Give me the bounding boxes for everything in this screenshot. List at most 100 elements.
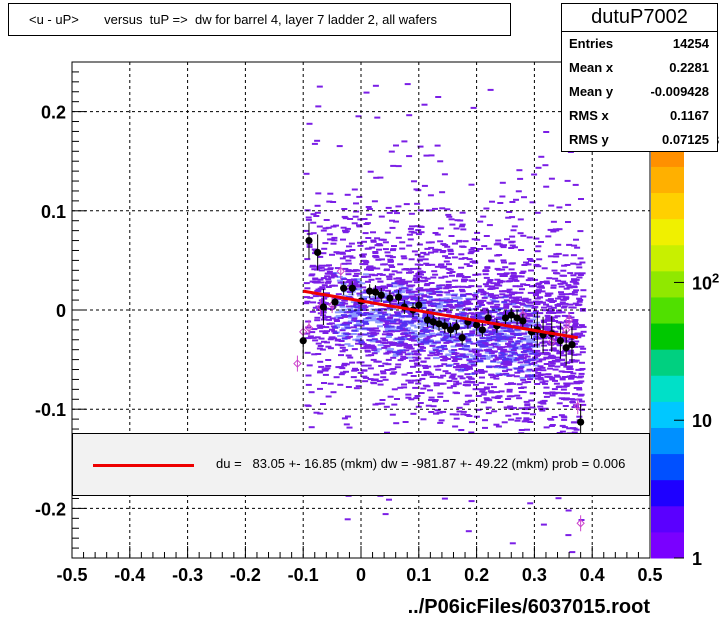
scatter-cell <box>466 265 473 267</box>
scatter-cell <box>465 297 472 300</box>
scatter-cell <box>305 337 312 340</box>
scatter-cell <box>344 227 351 230</box>
scatter-cell <box>547 417 554 420</box>
scatter-cell <box>391 210 398 212</box>
y-tick-label: 0 <box>56 301 66 321</box>
scatter-cell <box>448 317 455 320</box>
scatter-cell <box>546 277 553 280</box>
scatter-cell <box>359 255 366 258</box>
scatter-cell <box>503 334 510 337</box>
scatter-cell <box>414 202 421 205</box>
scatter-cell <box>436 299 443 302</box>
scatter-cell <box>406 268 413 271</box>
aux-point <box>304 323 314 333</box>
scatter-cell <box>469 315 476 318</box>
scatter-cell <box>323 368 330 371</box>
scatter-cell <box>511 356 517 359</box>
scatter-cell <box>486 320 493 323</box>
profile-point <box>478 326 486 334</box>
scatter-cell <box>499 293 506 296</box>
scatter-cell <box>325 226 332 229</box>
scatter-cell <box>333 376 340 379</box>
scatter-cell <box>489 296 496 298</box>
scatter-cell <box>515 334 522 336</box>
scatter-cell <box>433 384 440 387</box>
colorbar-segment <box>651 401 684 428</box>
scatter-cell <box>403 332 410 335</box>
scatter-cell <box>580 403 587 406</box>
scatter-cell <box>362 260 369 262</box>
scatter-cell <box>528 321 535 324</box>
scatter-cell <box>477 248 483 250</box>
scatter-cell <box>553 229 560 232</box>
scatter-cell <box>488 287 495 290</box>
scatter-cell <box>323 268 330 271</box>
scatter-cell <box>524 404 531 407</box>
scatter-cell <box>549 394 556 397</box>
scatter-cell <box>362 263 369 266</box>
scatter-cell <box>468 377 475 380</box>
scatter-cell <box>567 272 574 275</box>
scatter-cell <box>467 362 473 365</box>
scatter-cell <box>482 345 489 348</box>
scatter-cell <box>407 381 414 384</box>
scatter-cell <box>361 275 367 278</box>
scatter-cell <box>391 285 398 288</box>
scatter-cell <box>378 238 385 241</box>
colorbar-segment <box>651 427 684 455</box>
scatter-cell <box>559 295 566 298</box>
scatter-cell <box>385 289 392 292</box>
scatter-cell <box>390 322 397 325</box>
scatter-cell <box>576 276 583 279</box>
scatter-cell <box>416 243 423 246</box>
scatter-cell <box>307 296 314 299</box>
scatter-cell <box>378 318 385 321</box>
scatter-cell <box>324 341 330 344</box>
scatter-cell <box>416 259 423 262</box>
scatter-cell <box>576 388 583 391</box>
scatter-cell <box>488 352 495 355</box>
scatter-cell <box>390 321 396 323</box>
scatter-cell <box>570 401 576 404</box>
scatter-cell <box>413 397 420 400</box>
scatter-cell <box>315 342 322 345</box>
scatter-cell <box>311 248 318 251</box>
colorbar-segment <box>651 218 684 246</box>
fit-line <box>302 289 579 340</box>
scatter-cell <box>561 264 568 267</box>
scatter-cell <box>420 322 427 325</box>
scatter-cell <box>326 200 333 203</box>
scatter-cell <box>559 359 565 362</box>
scatter-cell <box>525 323 532 326</box>
scatter-cell <box>370 317 377 320</box>
scatter-cell <box>376 380 383 383</box>
scatter-cell <box>432 248 439 251</box>
scatter-cell <box>535 245 542 248</box>
scatter-cell <box>325 278 332 281</box>
scatter-cell <box>407 288 414 291</box>
scatter-cell <box>353 324 360 327</box>
scatter-cell <box>450 345 457 348</box>
scatter-cell <box>417 335 424 338</box>
scatter-cell <box>469 421 475 424</box>
scatter-cell <box>500 362 507 365</box>
scatter-cell <box>544 325 551 328</box>
stats-row-mean-y: Mean y -0.009428 <box>562 80 717 104</box>
scatter-cell <box>319 287 326 290</box>
scatter-cell <box>514 419 521 422</box>
scatter-cell <box>488 294 494 297</box>
scatter-cell <box>438 419 445 422</box>
scatter-cell <box>518 407 525 410</box>
scatter-cell <box>561 305 568 308</box>
scatter-cell <box>314 289 321 292</box>
scatter-cell <box>453 380 460 383</box>
scatter-cell <box>346 305 352 308</box>
scatter-cell <box>454 340 461 343</box>
scatter-cell <box>519 288 525 291</box>
scatter-cell <box>345 273 352 276</box>
scatter-cell <box>433 353 440 356</box>
scatter-cell <box>318 281 325 284</box>
scatter-cell <box>409 267 416 270</box>
scatter-cell <box>509 350 516 353</box>
scatter-cell <box>351 188 358 191</box>
